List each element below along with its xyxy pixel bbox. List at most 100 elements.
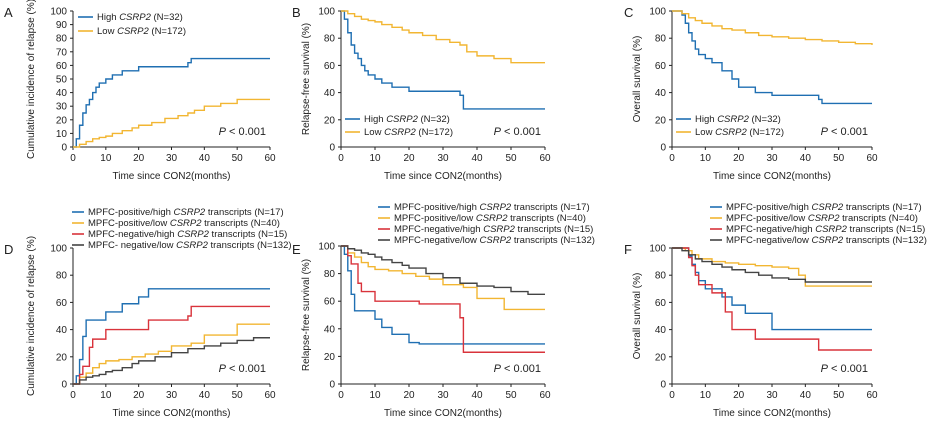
series-line — [672, 10, 873, 45]
series-line — [341, 245, 545, 345]
x-tick-label: 40 — [471, 390, 483, 401]
y-tick-label: 80 — [324, 34, 336, 45]
x-tick-label: 20 — [733, 153, 745, 164]
x-tick-label: 0 — [338, 153, 344, 164]
y-axis-title: Overall survival (%) — [632, 273, 643, 360]
panel-c: C 0 10 20 30 40 50 60 0 20 40 60 80 100 Time since CON… — [624, 5, 878, 182]
series-line — [341, 245, 545, 311]
x-tick-label: 60 — [539, 153, 551, 164]
legend-label: Low CSRP2 (N=172) — [364, 127, 453, 138]
y-tick-label: 80 — [56, 34, 68, 45]
x-axis-title: Time since CON2(months) — [713, 171, 831, 182]
y-tick-label: 50 — [56, 75, 68, 86]
y-tick-label: 80 — [655, 34, 667, 45]
x-tick-label: 60 — [264, 153, 276, 164]
x-tick-label: 0 — [338, 390, 344, 401]
series-line — [341, 10, 545, 64]
y-tick-label: 20 — [56, 352, 68, 363]
x-tick-label: 50 — [833, 153, 845, 164]
legend-label: MPFC-positive/low CSRP2 transcripts (N=4… — [394, 213, 586, 224]
y-tick-label: 20 — [324, 115, 336, 126]
x-tick-label: 10 — [100, 390, 112, 401]
y-tick-label: 40 — [655, 325, 667, 336]
y-axis-title: Overall survival (%) — [632, 36, 643, 123]
y-tick-label: 100 — [318, 242, 335, 253]
x-tick-label: 30 — [166, 153, 178, 164]
y-tick-label: 20 — [655, 115, 667, 126]
panel-letter: F — [624, 242, 632, 257]
y-tick-label: 100 — [649, 7, 666, 18]
y-tick-label: 20 — [324, 352, 336, 363]
x-tick-label: 20 — [133, 153, 145, 164]
legend-label: MPFC-positive/low CSRP2 transcripts (N=4… — [88, 218, 280, 229]
x-tick-label: 30 — [166, 390, 178, 401]
panel-letter: A — [4, 5, 13, 20]
panel-letter: B — [292, 5, 301, 20]
panel-letter: C — [624, 5, 633, 20]
legend-label: MPFC-positive/high CSRP2 transcripts (N=… — [394, 202, 590, 213]
y-tick-label: 80 — [655, 271, 667, 282]
y-tick-label: 100 — [649, 244, 666, 255]
y-tick-label: 30 — [56, 102, 68, 113]
legend-label: Low CSRP2 (N=172) — [97, 26, 186, 37]
x-tick-label: 20 — [403, 390, 415, 401]
y-tick-label: 40 — [56, 325, 68, 336]
y-tick-label: 0 — [660, 143, 666, 154]
series-line — [73, 323, 270, 385]
y-tick-label: 100 — [318, 7, 335, 18]
y-tick-label: 40 — [56, 88, 68, 99]
x-tick-label: 40 — [471, 153, 483, 164]
series-line — [341, 245, 545, 353]
y-tick-label: 40 — [655, 88, 667, 99]
series-line — [672, 10, 872, 105]
x-tick-label: 60 — [866, 153, 878, 164]
series-line — [73, 57, 270, 148]
x-tick-label: 50 — [505, 390, 517, 401]
y-tick-label: 20 — [655, 352, 667, 363]
series-line — [341, 245, 545, 295]
y-axis-title: Relapse-free survival (%) — [301, 23, 312, 135]
y-tick-label: 80 — [56, 271, 68, 282]
x-tick-label: 60 — [539, 390, 551, 401]
y-tick-label: 20 — [56, 115, 68, 126]
x-tick-label: 30 — [437, 153, 449, 164]
legend-label: MPFC-negative/low CSRP2 transcripts (N=1… — [726, 235, 927, 246]
p-value-label: P < 0.001 — [821, 126, 868, 138]
series-line — [73, 337, 270, 385]
y-tick-label: 100 — [50, 7, 67, 18]
series-line — [73, 288, 270, 385]
panel-f: F 0 10 20 30 40 50 60 0 20 40 60 80 100 Time since CON… — [624, 202, 927, 419]
x-tick-label: 20 — [403, 153, 415, 164]
x-axis-title: Time since CON2(months) — [113, 408, 231, 419]
legend-label: MPFC-positive/high CSRP2 transcripts (N=… — [726, 202, 922, 213]
y-axis-title: Relapse-free survival (%) — [301, 259, 312, 371]
legend-label: High CSRP2 (N=32) — [695, 114, 781, 125]
x-tick-label: 50 — [833, 390, 845, 401]
y-tick-label: 90 — [56, 20, 68, 31]
panel-e: E 0 10 20 30 40 50 60 0 20 40 60 80 100 Time since CON… — [292, 202, 595, 419]
series-line — [341, 10, 545, 110]
series-line — [672, 247, 872, 351]
panel-d: D 0 10 20 30 40 50 60 0 20 40 60 80 100 Time since CON… — [4, 207, 292, 419]
x-tick-label: 20 — [133, 390, 145, 401]
y-axis-title: Cumulative incidence of relapse (%) — [26, 0, 37, 159]
x-tick-label: 50 — [232, 153, 244, 164]
y-tick-label: 60 — [56, 298, 68, 309]
legend-label: MPFC-negative/high CSRP2 transcripts (N=… — [394, 224, 593, 235]
panel-letter: E — [292, 242, 301, 257]
x-tick-label: 40 — [199, 390, 211, 401]
x-axis-title: Time since CON2(months) — [713, 408, 831, 419]
y-tick-label: 0 — [660, 380, 666, 391]
x-tick-label: 0 — [70, 390, 76, 401]
x-axis-title: Time since CON2(months) — [384, 171, 502, 182]
legend-label: MPFC-negative/high CSRP2 transcripts (N=… — [726, 224, 925, 235]
y-tick-label: 80 — [324, 269, 336, 280]
legend-label: High CSRP2 (N=32) — [364, 114, 450, 125]
series-line — [672, 247, 872, 283]
x-tick-label: 10 — [700, 390, 712, 401]
x-tick-label: 40 — [800, 390, 812, 401]
y-tick-label: 60 — [324, 61, 336, 72]
x-tick-label: 60 — [866, 390, 878, 401]
legend-label: High CSRP2 (N=32) — [97, 12, 183, 23]
